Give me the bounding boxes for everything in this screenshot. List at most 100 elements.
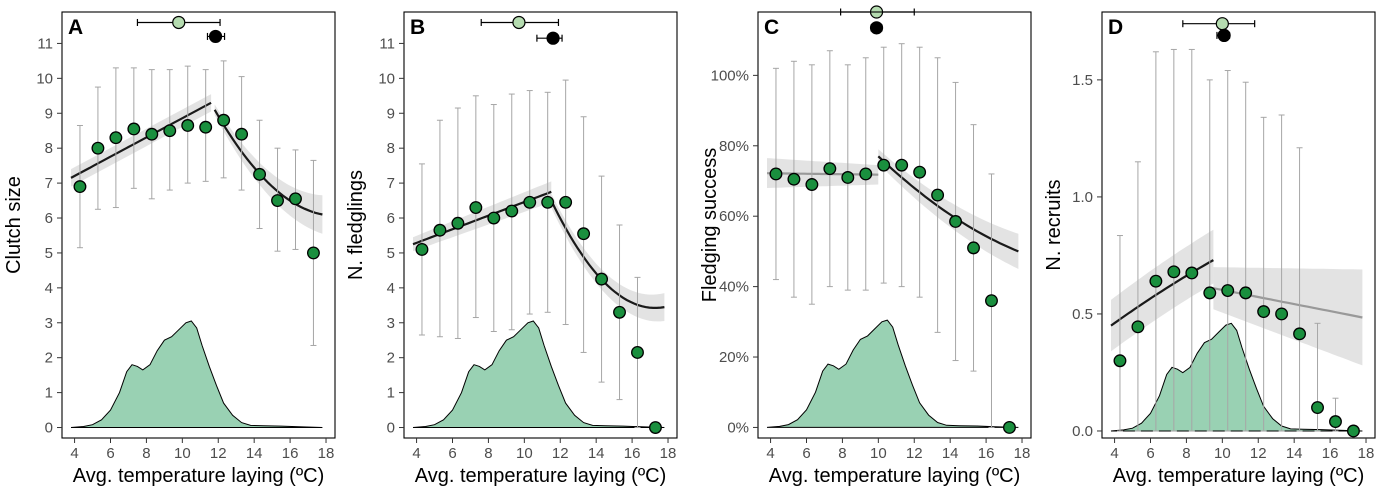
x-tick-label: 18 (318, 445, 335, 462)
x-tick-label: 16 (282, 445, 299, 462)
data-point (469, 201, 483, 214)
x-tick-label: 10 (174, 445, 191, 462)
data-point (985, 294, 998, 308)
data-point (1311, 401, 1324, 415)
data-point (577, 227, 591, 241)
data-point (648, 421, 662, 434)
data-point (895, 158, 909, 172)
fit-line (550, 200, 665, 309)
y-tick-label: 9 (45, 105, 53, 122)
x-tick-label: 8 (838, 445, 846, 462)
data-point (769, 167, 783, 181)
y-tick-label: 0% (727, 419, 749, 436)
x-axis-label: Avg. temperature laying (ºC) (1113, 465, 1364, 487)
y-axis-label: Fledging success (699, 148, 721, 303)
y-axis-label: N. recruits (1043, 179, 1065, 270)
y-tick-label: 1.5 (1072, 72, 1093, 89)
data-point (1346, 424, 1360, 438)
panel-letter: B (410, 16, 425, 39)
x-tick-label: 14 (942, 445, 959, 462)
y-tick-label: 0 (387, 420, 395, 437)
y-tick-label: 11 (37, 35, 53, 52)
x-tick-label: 12 (1250, 445, 1267, 462)
y-tick-label: 0 (45, 420, 53, 437)
data-point (1275, 307, 1289, 321)
fit-line (1213, 287, 1363, 319)
x-tick-label: 6 (802, 445, 810, 462)
panel-c: 4 6 8 10 12 14 16 18 0% 20% 40% 60% 80% 100% Avg. temp… (699, 5, 1032, 487)
data-point (913, 165, 927, 179)
y-tick-label: 2 (45, 350, 53, 367)
panel-d: 4 6 8 10 12 14 16 18 0.0 0.5 1.0 1.5 Avg. temperatur… (1043, 11, 1376, 487)
fit-ribbon (551, 193, 665, 322)
x-tick-label: 4 (766, 445, 774, 462)
summary-point (869, 21, 884, 35)
y-tick-label: 1 (45, 385, 53, 402)
data-point (1113, 354, 1127, 368)
data-point (127, 122, 141, 136)
fit-ribbon (214, 104, 323, 234)
data-point (181, 119, 195, 132)
x-tick-label: 14 (246, 445, 263, 462)
x-axis-label: Avg. temperature laying (ºC) (415, 465, 666, 487)
y-tick-label: 100% (711, 67, 749, 84)
data-point (1002, 420, 1016, 434)
x-tick-label: 18 (1358, 445, 1375, 462)
data-point (949, 215, 963, 228)
data-point (613, 305, 626, 319)
y-tick-label: 10 (36, 70, 53, 87)
y-tick-label: 9 (387, 105, 395, 122)
panel-letter: D (1108, 16, 1123, 39)
x-tick-label: 14 (1286, 445, 1303, 462)
fit-ribbon (878, 149, 1019, 269)
data-point (805, 178, 819, 191)
data-point (841, 171, 855, 184)
y-tick-label: 3 (387, 315, 395, 332)
plot-frame (403, 11, 678, 439)
y-tick-label: 8 (45, 140, 53, 157)
data-point (541, 195, 555, 209)
y-axis-label: N. fledglings (345, 170, 367, 280)
y-tick-label: 2 (387, 350, 395, 367)
y-tick-label: 11 (379, 35, 395, 52)
y-tick-label: 7 (45, 175, 53, 192)
data-point (631, 346, 644, 359)
data-point (1293, 327, 1307, 341)
data-point (1221, 284, 1235, 297)
plot-frame (1101, 11, 1376, 439)
x-tick-label: 6 (1146, 445, 1154, 462)
data-point (559, 195, 573, 209)
density-area (70, 320, 323, 428)
data-point (859, 167, 873, 181)
data-point (1257, 305, 1271, 319)
y-tick-label: 5 (387, 245, 395, 262)
data-point (1185, 266, 1199, 280)
summary-point (1215, 17, 1229, 31)
data-point (109, 131, 123, 145)
y-tick-label: 4 (387, 280, 395, 297)
data-point (1239, 286, 1253, 300)
data-point (787, 172, 801, 186)
x-tick-label: 18 (1014, 445, 1031, 462)
x-tick-label: 16 (624, 445, 641, 462)
plot-frame (61, 11, 336, 439)
y-tick-label: 1.0 (1072, 189, 1093, 206)
y-tick-label: 40% (719, 279, 749, 296)
data-point (505, 204, 519, 218)
data-point (91, 141, 105, 155)
data-point (235, 127, 249, 141)
y-tick-label: 80% (719, 138, 749, 155)
data-point (1203, 286, 1217, 300)
x-tick-label: 6 (106, 445, 114, 462)
summary-point (1217, 28, 1231, 43)
x-tick-label: 10 (1214, 445, 1231, 462)
data-point (595, 272, 609, 286)
y-tick-label: 7 (387, 175, 395, 192)
fit-line (70, 101, 212, 179)
panel-letter: A (68, 16, 83, 39)
x-tick-label: 12 (210, 445, 227, 462)
y-tick-label: 8 (387, 140, 395, 157)
y-axis-label: Clutch size (3, 176, 25, 274)
